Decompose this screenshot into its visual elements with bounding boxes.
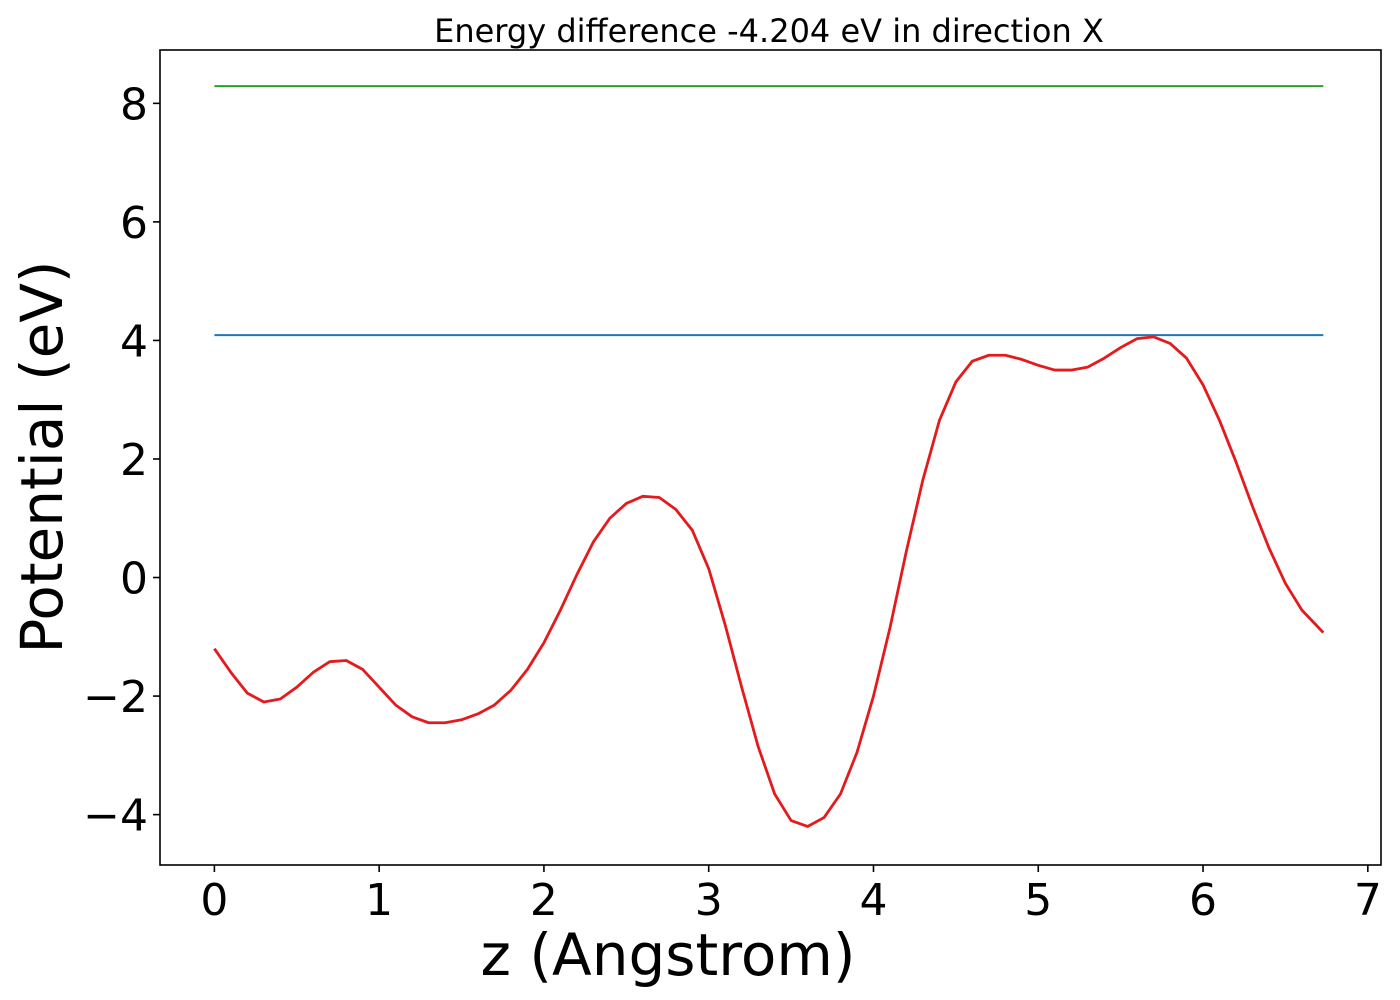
- y-axis-ticks: −4 −2 0 2 4 6 8: [83, 79, 160, 842]
- y-tick-label: 6: [120, 198, 148, 249]
- chart-title: Energy difference -4.204 eV in direction…: [434, 12, 1104, 50]
- y-tick-label: 2: [120, 435, 148, 486]
- x-tick-label: 3: [695, 875, 723, 926]
- x-axis-label: z (Angstrom): [481, 921, 856, 989]
- x-tick-label: 2: [530, 875, 558, 926]
- x-tick-label: 7: [1354, 875, 1382, 926]
- x-tick-label: 6: [1189, 875, 1217, 926]
- x-tick-label: 5: [1024, 875, 1052, 926]
- y-axis-label: Potential (eV): [8, 260, 76, 653]
- x-tick-label: 4: [859, 875, 887, 926]
- series-line-3: [213, 335, 1325, 828]
- plot-area: [213, 85, 1325, 828]
- plot-frame: [159, 49, 1382, 866]
- y-tick-label: −2: [83, 672, 148, 723]
- y-tick-label: −4: [83, 791, 148, 842]
- x-tick-label: 0: [200, 875, 228, 926]
- y-tick-label: 4: [120, 316, 148, 367]
- x-axis-ticks: 0 1 2 3 4 5 6 7: [200, 865, 1382, 926]
- y-tick-label: 8: [120, 79, 148, 130]
- x-tick-label: 1: [365, 875, 393, 926]
- y-tick-label: 0: [120, 554, 148, 605]
